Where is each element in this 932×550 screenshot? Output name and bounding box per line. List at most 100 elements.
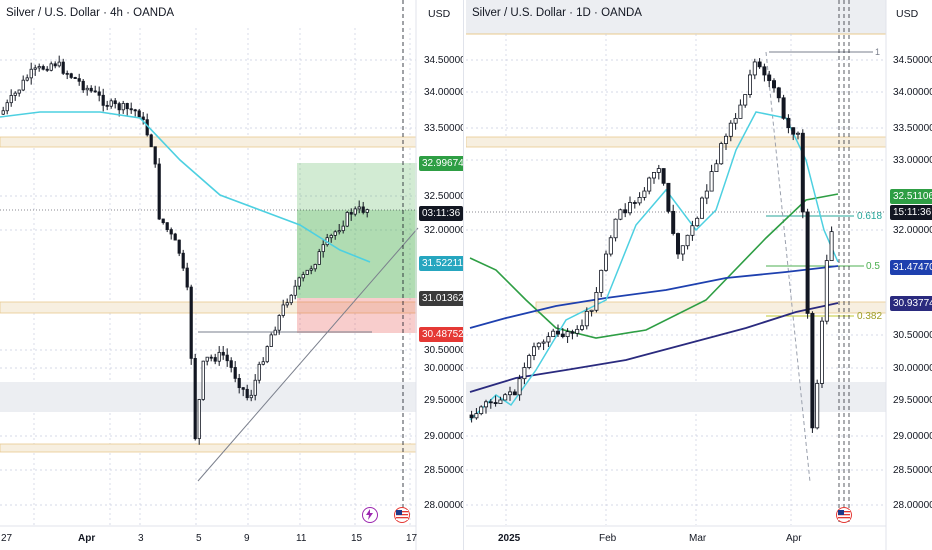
- price-axis-tick: 29.50000: [893, 395, 932, 406]
- candle-body: [767, 74, 772, 82]
- candle-body: [666, 182, 671, 212]
- candle-body: [357, 206, 361, 210]
- candle-body: [584, 310, 589, 327]
- trendline: [197, 227, 419, 482]
- candle-body: [556, 330, 561, 335]
- candle-body: [5, 102, 9, 112]
- candle-body: [297, 277, 301, 287]
- candle-body: [221, 351, 225, 356]
- candle-body: [109, 100, 113, 107]
- symbol-title[interactable]: Silver / U.S. Dollar · 1D · OANDA: [472, 7, 642, 19]
- price-axis-tick: 32.00000: [893, 225, 932, 236]
- candle-body: [699, 197, 704, 219]
- candle-body: [229, 360, 233, 368]
- candle-body: [651, 172, 656, 179]
- support-zone-low: [0, 443, 417, 453]
- candle-body: [656, 168, 661, 173]
- candle-body: [685, 234, 690, 247]
- candle-body: [337, 230, 341, 233]
- candle-body: [329, 234, 333, 239]
- chart-canvas-1d[interactable]: 1 0.618 0.5 0.382 34.50000 34.00000 33.50000 33…: [466, 0, 932, 550]
- candle-body: [819, 320, 824, 384]
- candle-body: [675, 233, 680, 255]
- chart-pane-1d[interactable]: 1 0.618 0.5 0.382 34.50000 34.00000 33.50000 33…: [466, 0, 932, 550]
- candle-body: [13, 92, 17, 96]
- price-axis-tick: 30.50000: [893, 330, 932, 341]
- candle-body: [165, 222, 169, 230]
- candle-body: [738, 104, 743, 119]
- candle-body: [512, 391, 517, 396]
- candle-body: [149, 134, 153, 148]
- candle-body: [733, 117, 738, 124]
- lightning-icon[interactable]: [362, 507, 378, 523]
- candle-body: [493, 402, 498, 404]
- candle-body: [580, 325, 585, 330]
- candle-body: [105, 104, 109, 107]
- us-flag-icon[interactable]: [394, 507, 410, 523]
- target-price-tag: 32.99674: [419, 156, 463, 171]
- candle-body: [589, 309, 594, 312]
- candle-body: [181, 252, 185, 269]
- candle-body: [536, 342, 541, 348]
- price-axis-tick: 28.50000: [893, 465, 932, 476]
- currency-label[interactable]: USD: [896, 8, 919, 20]
- chart-pane-4h[interactable]: 34.50000 34.00000 33.50000 32.50000 32.00000…: [0, 0, 464, 550]
- candle-body: [61, 61, 65, 74]
- candle-body: [313, 264, 317, 270]
- candle-body: [695, 217, 700, 227]
- candle-body: [776, 87, 781, 99]
- candle-body: [723, 135, 728, 144]
- candle-body: [361, 206, 365, 213]
- candle-body: [824, 260, 829, 322]
- green-ma-price-tag: 32.51106: [890, 189, 932, 204]
- price-axis-tick: 30.50000: [424, 345, 464, 356]
- candle-body: [613, 218, 618, 239]
- candle-body: [113, 100, 117, 105]
- candle-body: [546, 336, 551, 343]
- symbol-title[interactable]: Silver / U.S. Dollar · 4h · OANDA: [6, 7, 175, 19]
- price-axis-tick: 28.00000: [424, 500, 464, 511]
- candle-body: [474, 413, 479, 419]
- candle-body: [49, 63, 53, 71]
- candle-body: [157, 163, 161, 220]
- date-label: Apr: [78, 533, 96, 544]
- candle-body: [719, 143, 724, 165]
- candle-body: [177, 239, 181, 254]
- candle-body: [771, 80, 776, 89]
- candle-body: [269, 334, 273, 347]
- candle-body: [281, 304, 285, 316]
- date-label: 9: [244, 533, 250, 544]
- candle-body: [277, 315, 281, 331]
- candle-body: [709, 171, 714, 192]
- candle-body: [522, 367, 527, 380]
- long-target-zone-inner: [297, 210, 417, 298]
- candle-body: [690, 225, 695, 236]
- chart-canvas-4h[interactable]: 34.50000 34.00000 33.50000 32.50000 32.00000…: [0, 0, 464, 550]
- candle-body: [301, 274, 305, 279]
- candle-body: [752, 61, 757, 76]
- candle-body: [137, 110, 141, 118]
- candle-body: [257, 363, 261, 381]
- candle-body: [193, 357, 197, 440]
- candle-body: [53, 63, 57, 67]
- navy-ma-price-tag: 30.93774: [890, 296, 932, 311]
- candle-body: [189, 286, 193, 359]
- candle-body: [517, 378, 522, 396]
- candle-body: [249, 394, 253, 399]
- date-label: Feb: [599, 533, 617, 544]
- candle-body: [73, 77, 77, 79]
- candle-body: [241, 387, 245, 390]
- currency-label[interactable]: USD: [428, 8, 451, 20]
- candle-body: [37, 66, 41, 69]
- candle-body: [161, 218, 165, 224]
- candle-body: [57, 61, 61, 67]
- candle-body: [498, 399, 503, 404]
- us-flag-icon[interactable]: [836, 507, 852, 523]
- fib-label-5: 0.5: [866, 261, 880, 272]
- candle-body: [201, 360, 205, 400]
- date-label: Mar: [689, 533, 707, 544]
- candle-body: [627, 202, 632, 214]
- fib-label-1: 1: [875, 47, 880, 57]
- candle-body: [197, 399, 201, 440]
- date-label: Apr: [786, 533, 802, 544]
